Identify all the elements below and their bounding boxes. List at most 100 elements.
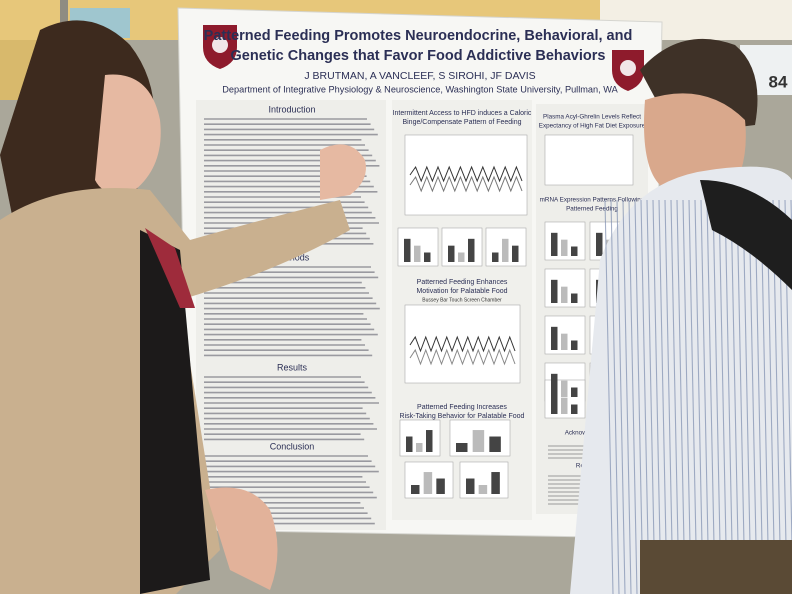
figure-glyph (456, 443, 468, 452)
figure-trace (409, 175, 523, 193)
figure-glyph (571, 387, 578, 397)
stripe (676, 199, 686, 594)
figure-glyph (416, 443, 423, 452)
stripe (652, 199, 662, 594)
stripe (694, 199, 704, 594)
figure-glyph (448, 245, 455, 262)
poster-title: Genetic Changes that Favor Food Addictiv… (231, 48, 606, 64)
figure-glyph (571, 340, 578, 350)
panel-title: Binge/Compensate Pattern of Feeding (402, 119, 521, 126)
figure-glyph (502, 238, 509, 262)
panel-title: Risk-Taking Behavior for Palatable Food (400, 413, 525, 420)
stripe (736, 199, 746, 594)
logo-mark (212, 37, 228, 53)
stripe (604, 199, 614, 594)
panel-title: Expectancy of High Fat Diet Exposure (539, 123, 646, 130)
panel-title: Patterned Feeding Enhances (417, 279, 508, 286)
poster-authors: J BRUTMAN, A VANCLEEF, S SIROHI, JF DAVI… (304, 70, 535, 82)
section-heading: Conclusion (270, 441, 315, 451)
stripe (610, 199, 620, 594)
figure-trace (409, 348, 516, 366)
woman-top (140, 230, 210, 594)
stripe (718, 199, 728, 594)
figure-glyph (561, 333, 568, 350)
figure-glyph (489, 436, 501, 452)
panel-title: Motivation for Palatable Food (416, 288, 507, 295)
man-bag (640, 540, 792, 594)
section-heading: Results (277, 362, 308, 372)
stripe (724, 199, 734, 594)
poster-title: Patterned Feeding Promotes Neuroendocrin… (204, 28, 633, 44)
stripe (700, 199, 710, 594)
figure-glyph (423, 472, 433, 494)
figure-glyph (561, 239, 568, 256)
chamber-label: Bussey Bar Touch Screen Chamber (422, 297, 502, 303)
stripe (670, 199, 680, 594)
figure-glyph (492, 252, 499, 262)
figure-glyph (411, 485, 420, 494)
figure-glyph (436, 478, 445, 494)
figure-glyph (551, 232, 558, 256)
panel-title: Intermittent Access to HFD induces a Cal… (393, 110, 532, 117)
figure (404, 134, 528, 216)
woman-hand (320, 144, 366, 200)
figure-glyph (458, 252, 465, 262)
panel-title: Patterned Feeding (566, 206, 618, 213)
figure-glyph (571, 246, 578, 256)
stripe (688, 199, 698, 594)
figure-glyph (551, 326, 558, 350)
stripe (616, 199, 626, 594)
board-number: 84 (769, 72, 788, 91)
figure-glyph (561, 380, 568, 397)
woman-face (95, 74, 161, 194)
stripe (730, 199, 740, 594)
figure-trace (409, 165, 523, 183)
stripe (658, 199, 668, 594)
poster-graphics (204, 118, 636, 525)
stripe (682, 199, 692, 594)
stripe (712, 199, 722, 594)
stripe (742, 199, 752, 594)
figure-trace (409, 335, 516, 353)
figure-glyph (551, 390, 558, 414)
figure-glyph (466, 478, 475, 494)
figure (404, 304, 521, 384)
figure-glyph (414, 245, 421, 262)
figure-glyph (472, 430, 485, 452)
figure-glyph (478, 485, 488, 494)
logo-mark (620, 60, 636, 76)
figure-glyph (424, 252, 431, 262)
woman-scarf (145, 228, 195, 308)
section-heading: Introduction (268, 104, 315, 114)
panel-title: Patterned Feeding Increases (417, 404, 507, 411)
figure-glyph (561, 286, 568, 303)
stripe (760, 199, 770, 594)
stripe (748, 199, 758, 594)
stripe (706, 199, 716, 594)
stripe (646, 199, 656, 594)
figure-glyph (512, 245, 519, 262)
stripe (622, 199, 632, 594)
woman-hand-low (205, 487, 278, 590)
figure-glyph (596, 232, 603, 256)
shirt-stripes (604, 199, 792, 594)
figure-glyph (426, 430, 433, 452)
stripe (628, 199, 638, 594)
figure-glyph (468, 238, 475, 262)
figure-glyph (551, 373, 558, 397)
stripe (640, 199, 650, 594)
figure-glyph (551, 279, 558, 303)
figure-glyph (571, 293, 578, 303)
stripe (754, 199, 764, 594)
figure-glyph (406, 436, 413, 452)
stripe (634, 199, 644, 594)
figure-glyph (561, 397, 568, 414)
man-strap (700, 180, 792, 290)
panel-title: mRNA Expression Patterns Following (540, 197, 645, 204)
poster-department: Department of Integrative Physiology & N… (222, 84, 618, 94)
figure-glyph (491, 472, 500, 494)
figure-glyph (571, 404, 578, 414)
panel-title: Plasma Acyl-Ghrelin Levels Reflect (543, 114, 641, 121)
